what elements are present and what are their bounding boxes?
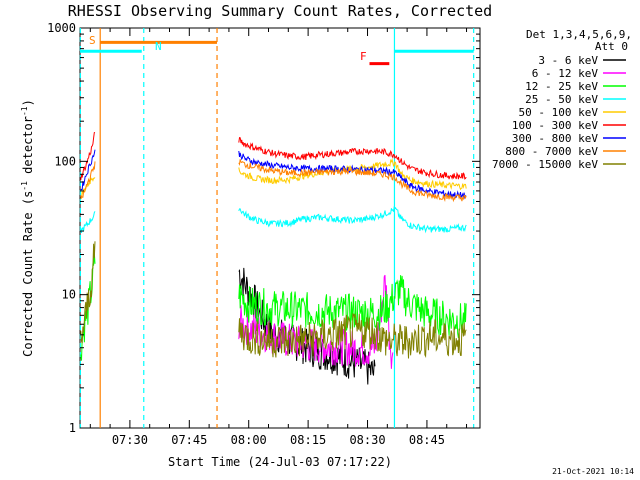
legend-entry-8: 7000 - 15000 keV (492, 158, 598, 171)
series-line-7-seg1 (80, 161, 96, 199)
x-tick-label-0: 07:30 (112, 433, 148, 447)
legend-entry-3: 25 - 50 keV (525, 93, 598, 106)
y-tick-label-1: 10 (62, 288, 76, 302)
series-line-6-seg2 (238, 150, 467, 200)
x-axis-label: Start Time (24-Jul-03 07:17:22) (168, 455, 392, 469)
series-layer (80, 132, 467, 385)
legend-entry-5: 100 - 300 keV (512, 119, 598, 132)
marker-s-label: S (89, 34, 96, 47)
y-tick-label-0: 1 (69, 421, 76, 435)
legend-entry-6: 300 - 800 keV (512, 132, 598, 145)
plot-frame (79, 27, 481, 429)
series-line-8-seg1 (80, 241, 96, 344)
legend-entry-0: 3 - 6 keV (538, 54, 598, 67)
footer-date: 21-Oct-2021 10:14 (552, 467, 634, 476)
ticks-layer: 1 10 100 1000 07:30 07:45 08:00 08:15 08:30 08:45 (47, 21, 480, 447)
x-tick-label-5: 08:45 (409, 433, 445, 447)
legend-entry-7: 800 - 7000 keV (505, 145, 598, 158)
marker-n-label: N (155, 40, 162, 53)
x-tick-label-2: 08:00 (231, 433, 267, 447)
series-line-2-seg1 (80, 252, 96, 361)
legend-entry-4: 50 - 100 keV (519, 106, 599, 119)
series-line-3-seg2 (238, 206, 467, 234)
y-axis-label: Corrected Count Rate (s-1 detector-1) (20, 99, 35, 357)
legend-entry-2: 12 - 25 keV (525, 80, 598, 93)
chart-title: RHESSI Observing Summary Count Rates, Co… (68, 2, 492, 20)
marker-f-label: F (360, 50, 367, 63)
y-tick-label-2: 100 (54, 154, 76, 168)
y-tick-label-3: 1000 (47, 21, 76, 35)
series-line-3-seg1 (80, 211, 96, 233)
x-tick-label-4: 08:30 (349, 433, 385, 447)
legend-entry-1: 6 - 12 keV (532, 67, 599, 80)
series-line-6-seg1 (80, 149, 96, 191)
marker-layer (79, 28, 475, 428)
series-line-5-seg2 (238, 136, 467, 180)
series-line-8-seg2 (238, 312, 467, 359)
legend-header-line2: Att 0 (595, 40, 628, 53)
x-tick-label-1: 07:45 (171, 433, 207, 447)
series-line-5-seg1 (80, 132, 96, 181)
series-line-7-seg2 (238, 159, 467, 203)
x-tick-label-3: 08:15 (290, 433, 326, 447)
legend-header-line1: Det 1,3,4,5,6,9, (526, 28, 632, 41)
